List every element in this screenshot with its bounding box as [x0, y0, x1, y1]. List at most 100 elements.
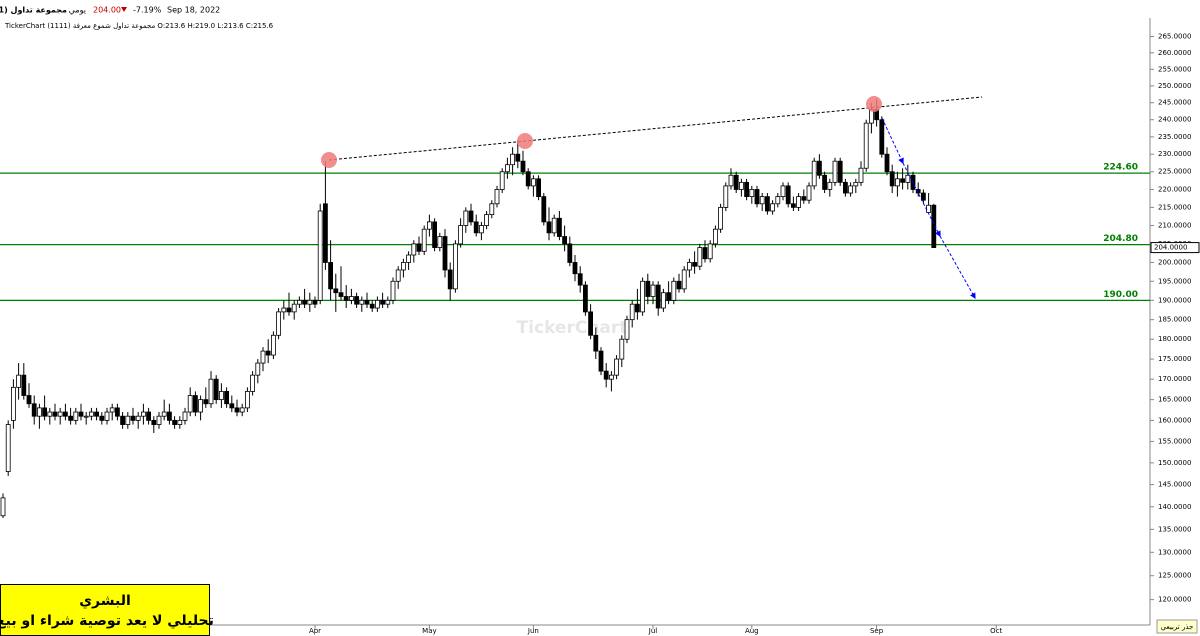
- y-tick-label: 185.0000: [1158, 316, 1191, 324]
- candle-body: [187, 395, 193, 413]
- candle-body: [182, 411, 188, 421]
- candle-body: [400, 262, 406, 271]
- scale-button-label[interactable]: جذر تربيعي: [1161, 623, 1194, 631]
- price: 204.00: [93, 6, 121, 15]
- y-tick-label: 260.0000: [1158, 49, 1191, 57]
- candle-body: [307, 299, 313, 305]
- plot: 265.0000 260.0000 255.0000 250.0000 245.0000…: [0, 32, 1191, 635]
- candle-body: [68, 415, 73, 421]
- candle-body: [843, 181, 848, 194]
- candle-body: [733, 174, 739, 190]
- candle-body: [504, 164, 510, 173]
- candle-body: [754, 189, 760, 205]
- candle-body: [640, 280, 645, 313]
- candle-body: [239, 407, 245, 413]
- candle-body: [718, 206, 723, 230]
- candle-body: [780, 185, 786, 198]
- candle-body: [374, 299, 380, 309]
- candle-body: [250, 374, 256, 392]
- candle-body: [692, 262, 697, 267]
- candle-body: [109, 407, 115, 413]
- candle-body: [115, 407, 120, 417]
- candle-body: [801, 196, 807, 201]
- candle-body: [765, 196, 770, 212]
- candle-body: [0, 497, 6, 517]
- candle-body: [130, 415, 136, 421]
- candle-body: [302, 299, 308, 305]
- note-box: البشري تحليلي لا يعد توصية شراء او بيع: [0, 584, 214, 636]
- candle-body: [218, 391, 224, 401]
- candle-body: [37, 407, 42, 417]
- x-tick-label: Apr: [309, 627, 321, 635]
- candle-body: [759, 196, 765, 205]
- candle-body: [603, 370, 609, 380]
- candle-body: [827, 181, 833, 190]
- candle-body: [125, 415, 131, 425]
- candle-body: [635, 303, 640, 313]
- y-tick-label: 145.0000: [1158, 481, 1191, 489]
- projection-arrow: [939, 235, 976, 300]
- candle-body: [234, 407, 240, 413]
- candle-body: [671, 280, 677, 301]
- candle-body: [421, 228, 427, 252]
- x-tick-label: Jul: [648, 627, 658, 635]
- candle-body: [931, 204, 937, 248]
- period: يومي: [69, 6, 86, 15]
- candle-body: [661, 292, 666, 309]
- candle-body: [687, 262, 692, 271]
- candle-body: [728, 174, 734, 187]
- candle-body: [89, 411, 94, 417]
- candle-body: [5, 424, 11, 472]
- scale-button-background[interactable]: [1156, 619, 1198, 634]
- candle-body: [588, 311, 593, 336]
- candle-body: [926, 204, 931, 213]
- candle-body: [489, 203, 495, 216]
- candle-body: [229, 403, 235, 409]
- candle-body: [73, 411, 79, 421]
- candle-body: [567, 243, 573, 263]
- y-tick-label: 220.0000: [1158, 185, 1191, 193]
- candle-body: [791, 203, 796, 208]
- candle-body: [551, 217, 557, 234]
- candle-body: [822, 174, 827, 190]
- ohlc-info: TickerChart مجموعة تداول شموع معرفة (111…: [4, 22, 274, 30]
- candle-body: [583, 284, 588, 313]
- candle-body: [291, 303, 297, 313]
- y-tick-label: 190.0000: [1158, 296, 1191, 304]
- y-tick-label: 140.0000: [1158, 503, 1191, 511]
- candle-body: [723, 185, 729, 208]
- candle-body: [629, 303, 635, 321]
- candle-body: [281, 307, 287, 313]
- candle-body: [192, 395, 198, 413]
- candle-body: [437, 236, 443, 248]
- y-tick-label: 195.0000: [1158, 277, 1191, 285]
- y-tick-label: 165.0000: [1158, 396, 1191, 404]
- candle-body: [775, 196, 781, 205]
- candle-body: [338, 292, 344, 297]
- candle-body: [442, 236, 448, 271]
- candle-body: [198, 399, 204, 413]
- candle-body: [21, 374, 27, 396]
- y-tick-label: 135.0000: [1158, 525, 1191, 533]
- candle-body: [328, 262, 334, 290]
- candle-body: [770, 203, 775, 212]
- candle-body: [811, 160, 817, 187]
- candle-body: [614, 358, 619, 376]
- candle-body: [900, 178, 905, 183]
- scale-button[interactable]: جذر تربيعي: [1156, 619, 1198, 634]
- candle-body: [322, 203, 328, 263]
- candle-body: [296, 299, 302, 305]
- y-tick-label: 150.0000: [1158, 459, 1191, 467]
- candle-body: [609, 374, 614, 380]
- candle-body: [135, 415, 141, 421]
- projection-arrow: [881, 117, 904, 165]
- header: (1111) مجموعة تداول يومي 204.00 -7.19% S…: [0, 6, 274, 31]
- candle-body: [312, 299, 318, 305]
- candle-body: [16, 374, 22, 388]
- candle-body: [905, 174, 911, 183]
- candle-body: [853, 181, 859, 187]
- candle-body: [921, 192, 926, 201]
- symbol: (1111) مجموعة تداول: [0, 6, 67, 15]
